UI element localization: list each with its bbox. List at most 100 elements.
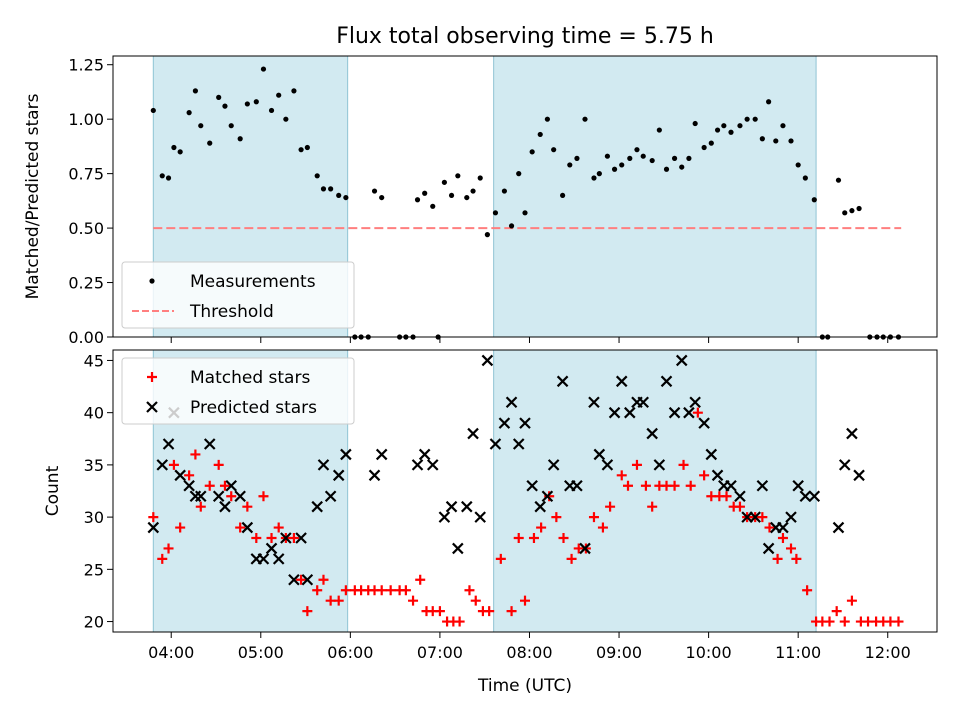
legend-predicted-stars: Predicted stars: [146, 398, 317, 418]
measurement-point: [537, 131, 543, 138]
predicted-star-point: [734, 490, 746, 502]
measurement-point: [788, 138, 794, 144]
matched-star-point: [893, 616, 904, 627]
matched-star-point: [495, 553, 506, 564]
predicted-star-point: [426, 459, 439, 471]
predicted-star-point: [608, 406, 621, 419]
predicted-star-point: [340, 448, 352, 461]
measurement-point: [244, 101, 250, 107]
matched-star-point: [640, 480, 651, 491]
matched-star-point: [258, 491, 269, 502]
measurement-point: [165, 175, 172, 181]
matched-star-point: [484, 606, 495, 617]
matched-star-point: [588, 512, 599, 523]
measurement-point: [448, 192, 455, 199]
matched-star-point: [616, 470, 627, 481]
measurement-point: [291, 88, 297, 94]
x-tick-label: 04:00: [148, 643, 194, 662]
matched-star-point: [318, 574, 329, 585]
measurement-point: [484, 232, 490, 238]
matched-star-point: [631, 459, 642, 470]
measurement-point: [228, 123, 234, 129]
ratio-legend-box: [121, 261, 355, 329]
measurement-point: [692, 120, 698, 127]
matched-star-point: [340, 585, 351, 596]
matched-star-point: [786, 543, 797, 554]
measurement-point: [207, 140, 213, 146]
matched-star-point: [213, 459, 224, 470]
predicted-star-point: [785, 511, 797, 523]
predicted-star-point: [467, 427, 479, 440]
measurement-point: [470, 188, 476, 194]
predicted-star-point: [601, 459, 614, 471]
predicted-star-point: [593, 448, 606, 461]
predicted-star-point: [556, 375, 569, 388]
measurement-point: [640, 153, 646, 159]
matched-star-point: [408, 595, 419, 606]
matched-star-point: [251, 533, 262, 543]
measurement-point: [501, 188, 507, 194]
matched-star-point: [692, 407, 703, 418]
matched-star-point: [831, 606, 842, 617]
predicted-star-point: [272, 553, 285, 565]
predicted-star-point: [234, 490, 246, 502]
matched-star-point: [302, 606, 313, 617]
matched-star-point: [699, 470, 710, 481]
predicted-star-point: [147, 521, 160, 534]
matched-star-point: [415, 574, 426, 585]
matched-star-point: [333, 595, 344, 606]
measurement-point: [430, 203, 436, 209]
predicted-star-point: [203, 438, 216, 450]
measurement-point: [604, 153, 611, 159]
predicted-star-point: [481, 354, 494, 367]
ratio-y-tick-label: 1.25: [68, 56, 104, 75]
measurement-point: [551, 147, 557, 153]
predicted-star-point: [756, 480, 769, 492]
predicted-star-point: [637, 396, 650, 408]
legend-matched-stars: Matched stars: [147, 368, 310, 388]
legend-measurements-label: Measurements: [190, 272, 316, 292]
count-panel: 20 25 30 35 40 45 04:00 05:00 06:00 07:00 08:00 09…: [43, 349, 938, 696]
legend-threshold: Threshold: [132, 302, 274, 322]
ratio-y-tick-label: 1.00: [68, 110, 104, 129]
predicted-star-point: [332, 469, 345, 482]
x-tick-label: 08:00: [506, 643, 552, 662]
matched-star-point: [190, 449, 201, 460]
matched-star-point: [168, 459, 179, 470]
predicted-star-point: [519, 417, 531, 429]
matched-star-point: [846, 595, 857, 606]
predicted-star-point: [838, 459, 851, 471]
measurement-point: [591, 175, 597, 181]
predicted-star-point: [808, 490, 821, 502]
ratio-observing-window-1: [493, 55, 817, 338]
measurement-point: [171, 144, 177, 151]
measurement-point: [177, 149, 183, 155]
predicted-star-point: [571, 480, 583, 492]
matched-star-point: [566, 553, 577, 564]
measurement-point: [283, 116, 289, 122]
measurement-point: [766, 99, 772, 105]
ratio-y-tick-label: 0.00: [68, 328, 104, 347]
ratio-panel: 0.00 0.25 0.50 0.75 1.00 1.25 Matched/Predict…: [23, 55, 938, 347]
predicted-star-point: [368, 469, 381, 482]
measurement-point: [508, 223, 515, 229]
predicted-star-point: [668, 406, 681, 419]
predicted-star-point: [579, 542, 591, 555]
matched-star-point: [669, 480, 680, 491]
matched-star-point: [721, 491, 732, 502]
x-tick-label: 10:00: [686, 643, 732, 662]
predicted-star-point: [762, 542, 775, 555]
predicted-star-point: [301, 574, 314, 586]
measurement-point: [336, 192, 342, 199]
predicted-star-point: [624, 406, 636, 419]
count-legend-box: [121, 357, 355, 425]
predicted-star-point: [183, 480, 195, 492]
count-y-tick-label: 35: [84, 456, 104, 475]
count-panel-frame: [112, 349, 938, 633]
predicted-star-point: [324, 490, 337, 502]
measurement-point: [856, 205, 862, 212]
matched-star-point: [288, 533, 299, 543]
predicted-star-point: [547, 459, 560, 471]
measurement-point: [773, 138, 779, 144]
measurement-point: [671, 155, 678, 161]
